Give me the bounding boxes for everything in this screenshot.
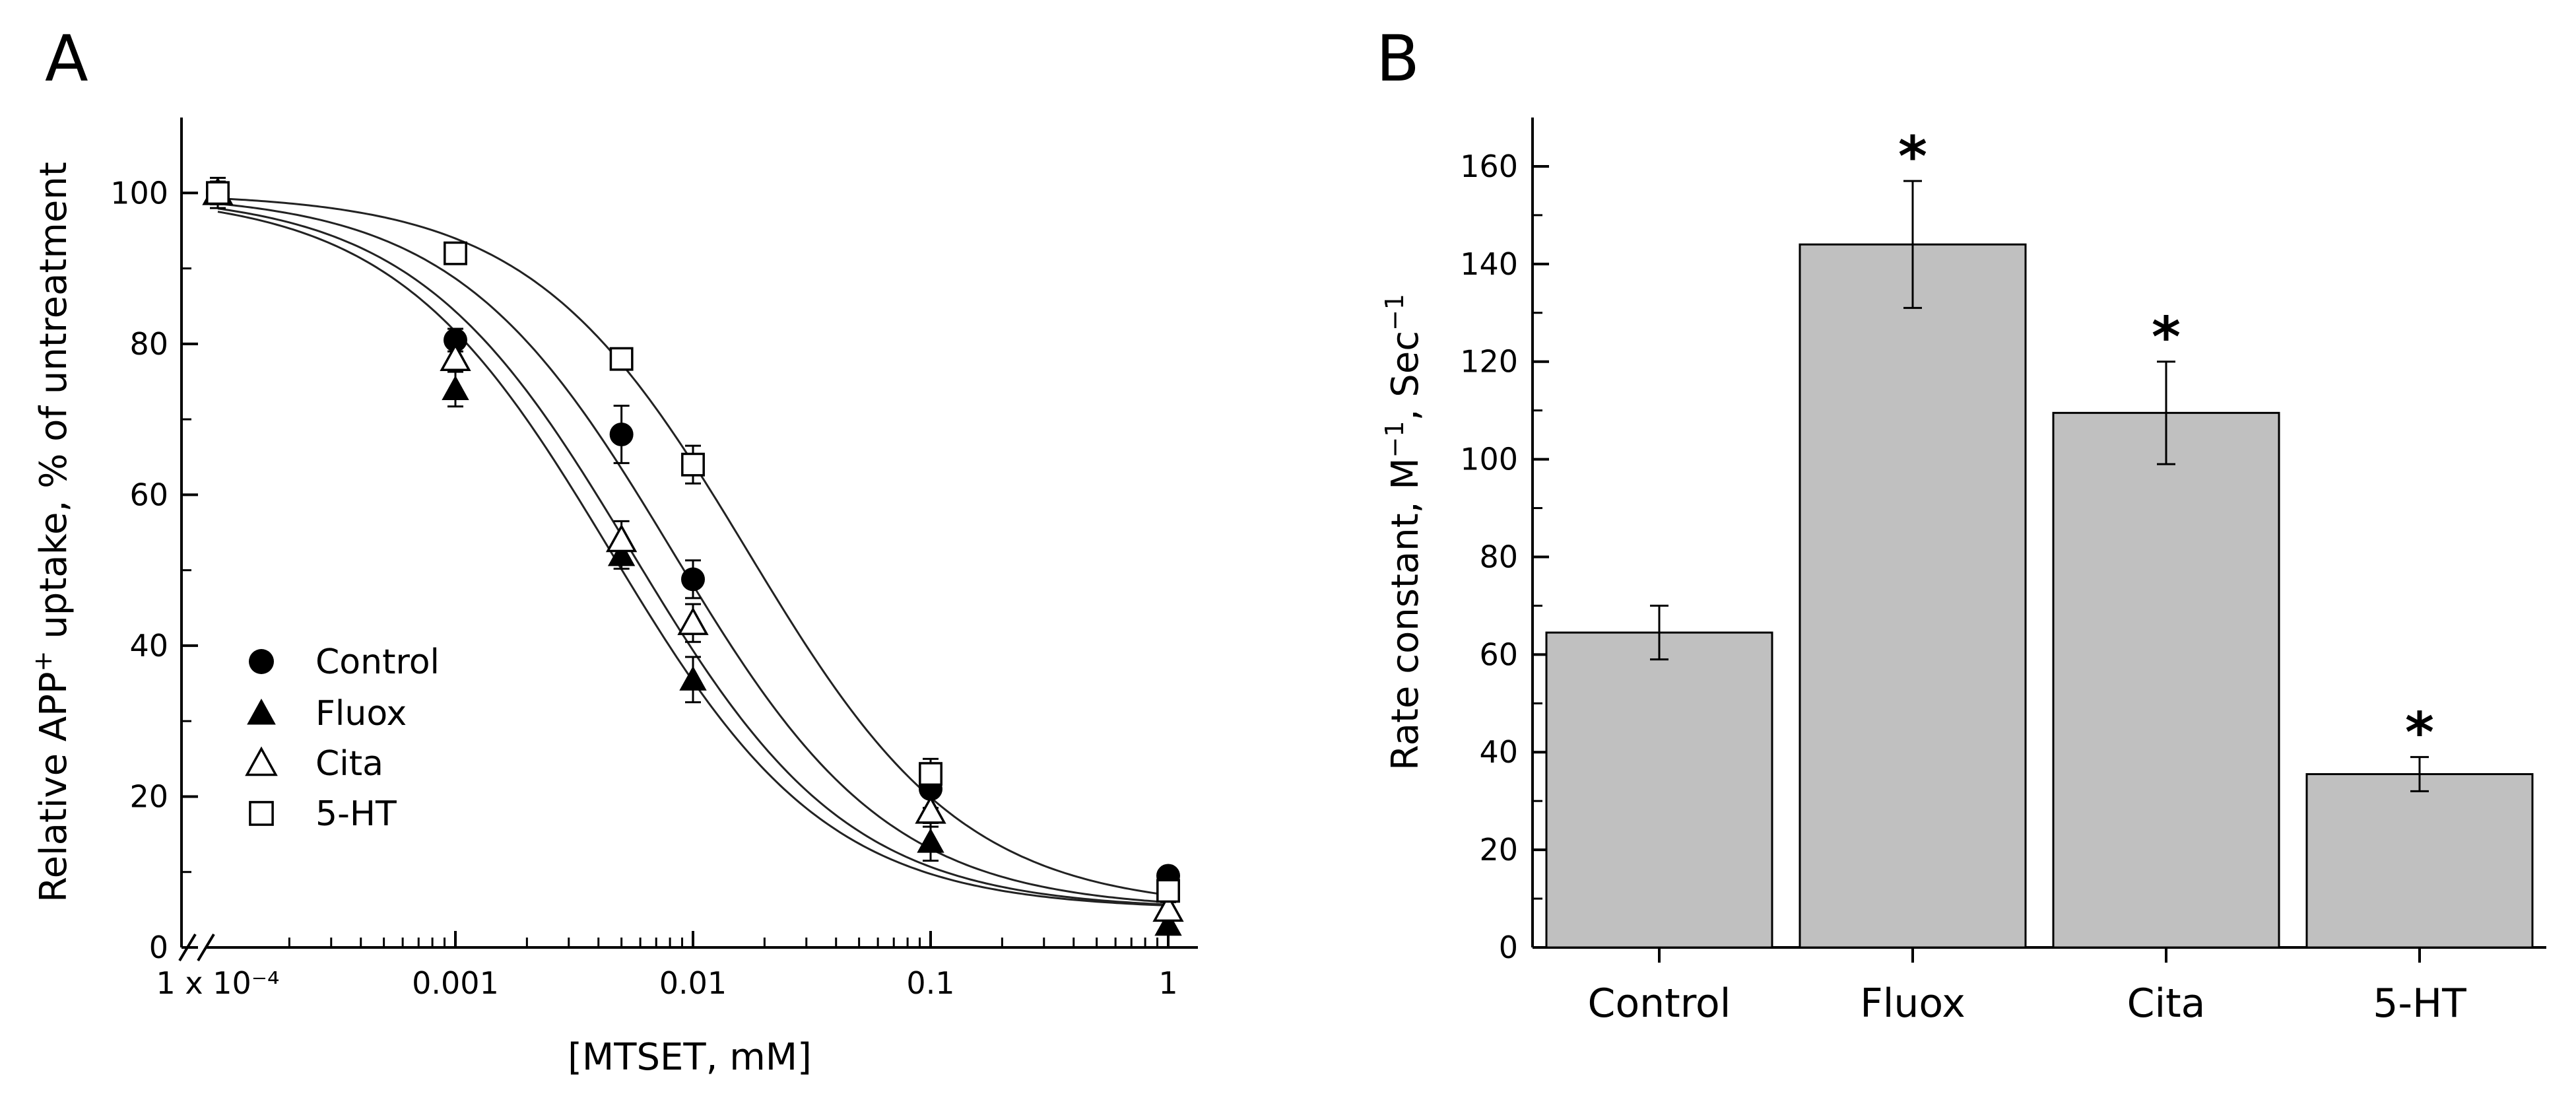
panel-b-letter: B — [1376, 22, 1420, 96]
bar-control — [1545, 631, 1773, 949]
bar-5-ht — [2305, 773, 2534, 949]
data-point-cita — [440, 343, 471, 371]
panel-a: A 0 20 40 60 80 100 1 x 10⁻⁴ 0.001 0.01 0.1 1 Rel… — [28, 22, 1198, 1079]
y-tick-label: 120 — [1460, 344, 1518, 380]
panel-b-bars: Control Fluox * Cita * 5-HT * — [1545, 124, 2534, 1027]
y-tick-label: 60 — [1479, 636, 1518, 672]
legend-marker-fluox — [247, 699, 276, 725]
x-tick-label: 0.1 — [906, 965, 954, 1001]
axis-break-mark — [197, 933, 215, 962]
legend-markers — [245, 649, 278, 826]
y-title-part-2: , Sec — [1384, 331, 1427, 421]
x-tick-label: 1 — [1158, 965, 1177, 1001]
y-tick-label: 100 — [110, 175, 168, 211]
data-point-5-ht — [444, 241, 467, 265]
y-tick-label: 80 — [129, 326, 168, 362]
y-tick-label: 60 — [129, 477, 168, 512]
panel-a-y-axis-title: Relative APP+ uptake, % of untreatment — [28, 162, 75, 903]
category-label-cita: Cita — [2127, 980, 2206, 1027]
data-point-cita — [677, 607, 709, 635]
y-tick-label: 0 — [1499, 930, 1518, 965]
fit-curve-5-ht — [217, 197, 1169, 897]
y-tick-label: 40 — [1479, 734, 1518, 770]
data-point-fluox — [917, 828, 944, 853]
category-label-5-ht: 5-HT — [2373, 980, 2466, 1027]
data-point-5-ht — [609, 347, 634, 371]
data-point-5-ht — [919, 762, 942, 786]
panel-b: B 0 20 40 60 80 100 120 140 160 Control Fluox * Cit… — [1376, 22, 2546, 1027]
data-point-fluox — [1154, 911, 1182, 936]
y-tick-label: 20 — [129, 778, 168, 814]
significance-star-5-ht: * — [2405, 701, 2434, 765]
y-title-superscript: + — [28, 650, 57, 671]
y-tick-label: 20 — [1479, 832, 1518, 868]
legend-marker-5-ht — [249, 801, 274, 826]
data-point-cita — [915, 796, 946, 824]
data-point-cita — [605, 524, 638, 553]
category-label-control: Control — [1588, 980, 1731, 1027]
y-tick-label: 0 — [149, 930, 168, 965]
y-title-part-1: Rate constant, M — [1384, 458, 1427, 771]
y-title-sup-1: −1 — [1380, 421, 1409, 458]
data-point-5-ht — [206, 181, 230, 205]
legend-label-fluox: Fluox — [315, 694, 407, 734]
y-tick-label: 80 — [1479, 539, 1518, 574]
y-title-sup-2: −1 — [1380, 294, 1409, 331]
data-point-cita — [1152, 893, 1184, 922]
legend-label-5ht: 5-HT — [315, 794, 397, 834]
y-tick-label: 100 — [1460, 442, 1518, 477]
bar-fluox — [1799, 243, 2027, 949]
data-point-control — [609, 422, 634, 446]
panel-b-y-ticks: 0 20 40 60 80 100 120 140 160 — [1460, 149, 1549, 965]
data-point-control — [444, 328, 467, 353]
data-point-fluox — [442, 375, 469, 400]
panel-a-y-ticks: 0 20 40 60 80 100 — [110, 175, 198, 965]
panel-a-data-points — [202, 176, 1184, 936]
x-tick-label: 0.001 — [412, 965, 499, 1001]
significance-star-cita: * — [2152, 305, 2181, 370]
data-point-fluox — [679, 666, 707, 691]
category-label-fluox: Fluox — [1860, 980, 1965, 1027]
data-point-5-ht — [1156, 879, 1180, 903]
legend: Control Fluox Cita 5-HT — [245, 642, 440, 834]
y-title-part-2: uptake, % of untreatment — [32, 162, 75, 650]
legend-marker-control — [249, 649, 274, 674]
significance-star-fluox: * — [1898, 124, 1927, 189]
bar-cita — [2052, 411, 2280, 949]
x-tick-label: 0.01 — [659, 965, 727, 1001]
y-title-part-1: Relative APP — [32, 671, 75, 902]
legend-label-cita: Cita — [315, 744, 383, 784]
fit-curve-cita — [217, 207, 1169, 906]
y-tick-label: 40 — [129, 628, 168, 664]
panel-b-y-axis-title: Rate constant, M−1, Sec−1 — [1380, 294, 1427, 771]
legend-marker-cita — [245, 746, 278, 776]
data-point-control — [681, 567, 705, 592]
x-tick-label: 1 x 10⁻⁴ — [156, 965, 280, 1001]
panel-a-letter: A — [45, 22, 88, 96]
legend-label-control: Control — [315, 642, 440, 682]
y-tick-label: 140 — [1460, 246, 1518, 282]
data-point-5-ht — [681, 452, 705, 477]
panel-a-x-axis-title: [MTSET, mM] — [568, 1036, 812, 1079]
y-tick-label: 160 — [1460, 149, 1518, 184]
panel-a-x-ticks: 1 x 10⁻⁴ 0.001 0.01 0.1 1 — [156, 931, 1178, 1001]
